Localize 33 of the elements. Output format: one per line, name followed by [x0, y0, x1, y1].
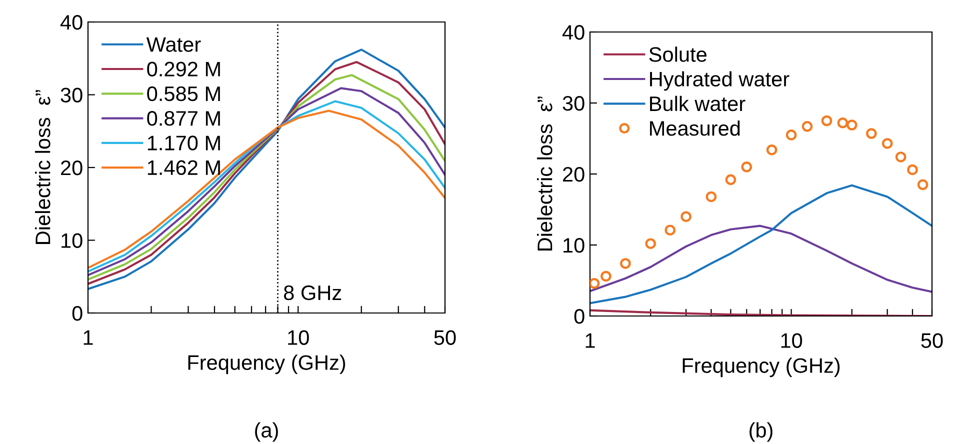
y-tick-label: 30 — [562, 96, 584, 111]
y-tick-label: 40 — [562, 25, 584, 40]
text: (b) — [750, 422, 772, 442]
legend-label: Measured — [650, 120, 740, 136]
x-tick-label: 10 — [288, 330, 309, 345]
legend-label: 0.292 M — [147, 62, 220, 77]
y-axis-title: Dielectric loss ε” — [536, 96, 552, 250]
legend-label: 0.585 M — [147, 86, 220, 102]
x-axis-title: Frequency (GHz) — [188, 354, 346, 374]
legend-label: Bulk water — [650, 96, 746, 112]
y-tick-label: 20 — [563, 167, 584, 182]
legend-label: 0.877 M — [147, 111, 220, 126]
legend-label: 1.170 M — [148, 136, 220, 150]
x-tick-label: 50 — [434, 330, 456, 345]
x-tick-label: 50 — [921, 333, 943, 348]
legend-label: 1.462 M — [148, 160, 220, 176]
y-axis-title: Dielectric loss ε” — [34, 90, 50, 244]
legend-label: Solute — [649, 46, 706, 62]
y-tick-label: 0 — [574, 309, 584, 324]
y-tick-label: 20 — [61, 160, 82, 176]
y-tick-label: 40 — [60, 15, 82, 30]
y-tick-label: 0 — [72, 306, 82, 321]
y-tick-label: 10 — [564, 238, 584, 253]
legend-label: Hydrated water — [650, 71, 790, 91]
legend-label: Water — [146, 37, 201, 52]
x-tick-label: 1 — [586, 333, 595, 348]
text: (a) — [255, 422, 278, 442]
ref-line-label: 8 GHz — [284, 285, 342, 300]
y-tick-label: 30 — [60, 88, 82, 103]
y-tick-label: 10 — [62, 233, 82, 248]
x-axis-title: Frequency (GHz) — [682, 358, 840, 378]
x-tick-label: 1 — [84, 330, 93, 345]
x-tick-label: 10 — [781, 333, 802, 348]
